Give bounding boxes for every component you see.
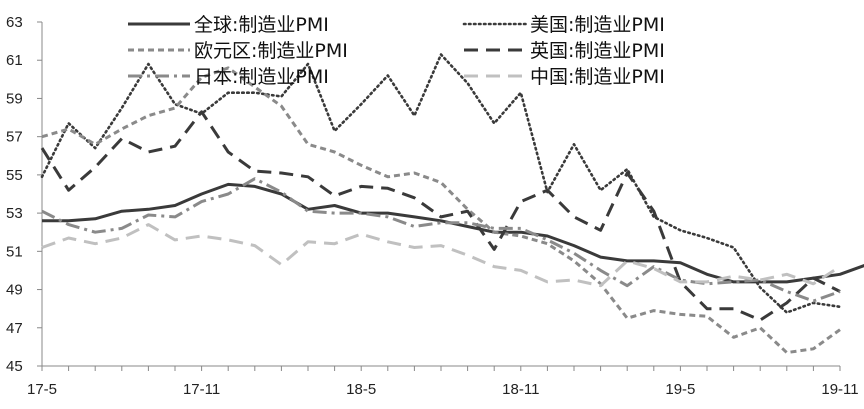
legend-label-4: 日本:制造业PMI [194,66,329,88]
legend: 全球:制造业PMI 美国:制造业PMI 欧元区:制造业PMI 英国:制造业PMI 日本:… [128,14,665,88]
y-tick-label: 45 [6,358,23,375]
series-layer [40,53,864,355]
series-line-3 [40,110,841,322]
legend-label-2: 欧元区:制造业PMI [194,40,348,62]
legend-label-0: 全球:制造业PMI [194,14,329,36]
x-tick-label: 17-5 [27,381,57,398]
y-tick-label: 51 [6,243,23,260]
x-tick-label: 19-5 [665,381,695,398]
y-tick-label: 63 [6,14,23,31]
legend-label-1: 美国:制造业PMI [530,14,665,36]
y-tick-label: 61 [6,52,23,69]
legend-label-5: 中国:制造业PMI [530,66,665,88]
series-line-4 [41,177,841,303]
series-line-1 [40,53,842,314]
x-tick-label: 19-11 [821,381,858,398]
series-line-0 [42,182,864,284]
y-tick-label: 57 [6,129,23,146]
y-tick-label: 47 [6,320,23,337]
y-tick-label: 55 [6,167,23,184]
legend-label-3: 英国:制造业PMI [530,40,665,62]
x-tick-label: 18-11 [502,381,539,398]
y-tick-label: 59 [6,90,23,107]
y-tick-label: 49 [6,282,23,299]
series-line-5 [41,223,841,288]
x-tick-label: 17-11 [183,381,220,398]
x-tick-label: 18-5 [346,381,376,398]
y-tick-label: 53 [6,205,23,222]
axes: 45 47 49 51 53 55 57 59 61 63 17-5 17-11 18-5 18-11 19… [6,14,859,398]
